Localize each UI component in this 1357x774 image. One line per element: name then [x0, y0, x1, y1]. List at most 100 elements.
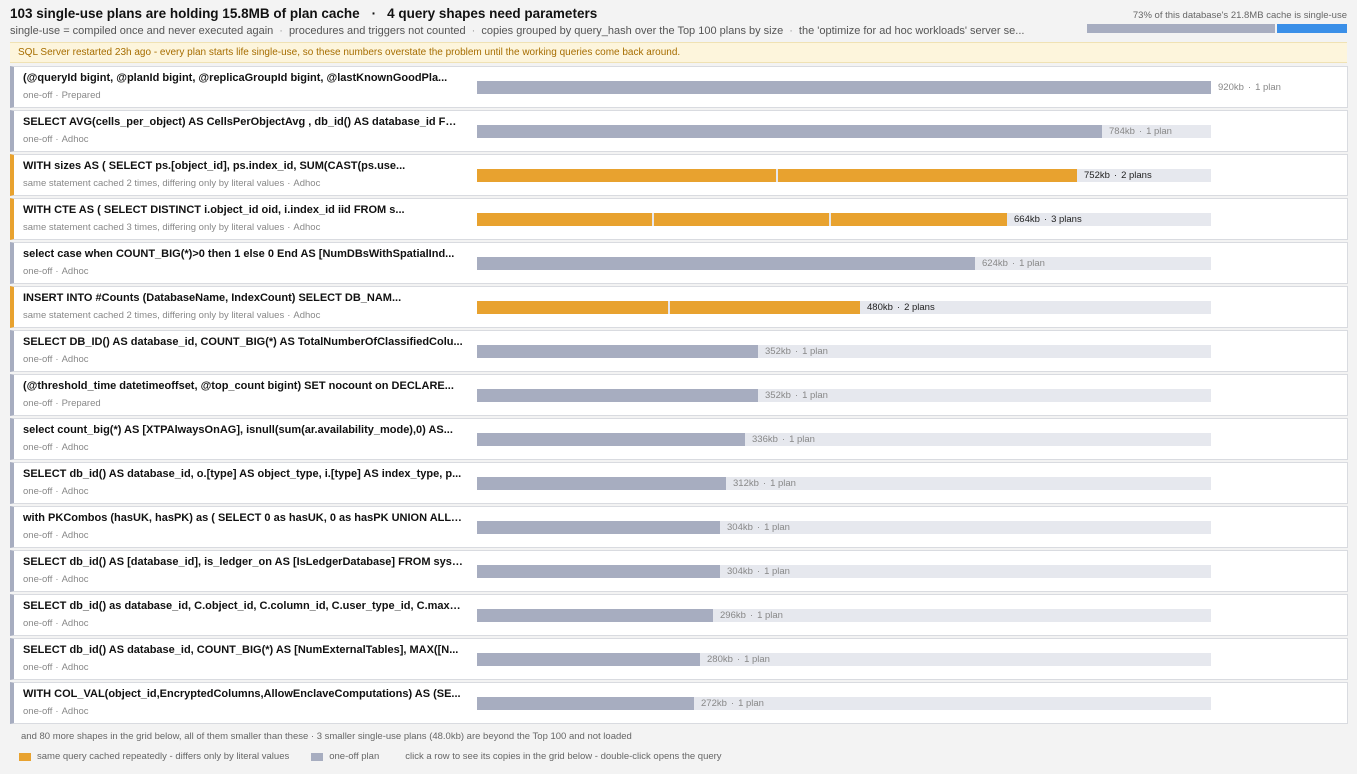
size-label: 272kb · 1 plan [701, 698, 764, 709]
size-kb: 304kb [727, 522, 753, 533]
query-text: SELECT db_id() AS database_id, o.[type] … [23, 468, 462, 480]
size-bar-track: 920kb · 1 plan [477, 81, 1281, 94]
query-meta-description: one-off [23, 398, 53, 409]
query-meta: one-off · Adhoc [23, 662, 89, 673]
size-bar [477, 345, 758, 358]
size-bar [477, 477, 726, 490]
plan-row[interactable]: WITH COL_VAL(object_id,EncryptedColumns,… [10, 682, 1348, 724]
size-label: 920kb · 1 plan [1218, 82, 1281, 93]
query-meta: one-off · Adhoc [23, 266, 89, 277]
plan-row[interactable]: SELECT db_id() AS database_id, o.[type] … [10, 462, 1348, 504]
query-meta-description: same statement cached 3 times, differing… [23, 222, 285, 233]
size-kb: 336kb [752, 434, 778, 445]
query-text: WITH COL_VAL(object_id,EncryptedColumns,… [23, 688, 461, 700]
plan-copy-segment [654, 213, 830, 226]
plan-count: 1 plan [744, 654, 770, 665]
size-kb: 352kb [765, 346, 791, 357]
plan-row[interactable]: (@threshold_time datetimeoffset, @top_co… [10, 374, 1348, 416]
subtitle-procedures: procedures and triggers not counted [288, 25, 466, 37]
query-meta-description: same statement cached 2 times, differing… [23, 178, 285, 189]
summary-header: 103 single-use plans are holding 15.8MB … [10, 5, 1347, 41]
query-object-type: Adhoc [293, 222, 321, 233]
query-meta-description: one-off [23, 530, 53, 541]
query-text: SELECT DB_ID() AS database_id, COUNT_BIG… [23, 336, 463, 348]
plan-copy-segment [477, 125, 1102, 138]
size-kb: 664kb [1014, 214, 1040, 225]
size-kb: 480kb [867, 302, 893, 313]
query-text: (@threshold_time datetimeoffset, @top_co… [23, 380, 454, 392]
subtitle-definition: single-use = compiled once and never exe… [10, 25, 274, 37]
plan-row[interactable]: SELECT db_id() AS database_id, COUNT_BIG… [10, 638, 1348, 680]
plan-count: 1 plan [802, 390, 828, 401]
size-bar [477, 521, 720, 534]
size-label: 752kb · 2 plans [1084, 170, 1152, 181]
plan-row[interactable]: SELECT db_id() as database_id, C.object_… [10, 594, 1348, 636]
query-object-type: Adhoc [61, 706, 89, 717]
size-kb: 752kb [1084, 170, 1110, 181]
query-text: SELECT db_id() as database_id, C.object_… [23, 600, 463, 612]
cache-share-bar [1087, 24, 1347, 33]
plan-copy-segment [477, 81, 1211, 94]
size-kb: 272kb [701, 698, 727, 709]
size-bar-track: 352kb · 1 plan [477, 389, 1211, 402]
size-label: 336kb · 1 plan [752, 434, 815, 445]
plan-row[interactable]: WITH sizes AS ( SELECT ps.[object_id], p… [10, 154, 1348, 196]
plan-count: 1 plan [789, 434, 815, 445]
legend-one-off-swatch [311, 752, 324, 761]
query-meta: one-off · Adhoc [23, 618, 89, 629]
size-kb: 784kb [1109, 126, 1135, 137]
query-meta: one-off · Adhoc [23, 706, 89, 717]
plan-copy-segment [477, 609, 713, 622]
plan-row[interactable]: SELECT db_id() AS [database_id], is_ledg… [10, 550, 1348, 592]
query-object-type: Adhoc [293, 178, 321, 189]
size-bar [477, 213, 1007, 226]
plan-row[interactable]: SELECT DB_ID() AS database_id, COUNT_BIG… [10, 330, 1348, 372]
size-bar [477, 697, 694, 710]
plan-count: 1 plan [1255, 82, 1281, 93]
plan-count: 1 plan [1146, 126, 1172, 137]
query-meta: one-off · Adhoc [23, 574, 89, 585]
plan-row[interactable]: with PKCombos (hasUK, hasPK) as ( SELECT… [10, 506, 1348, 548]
cache-share-label: 73% of this database's 21.8MB cache is s… [1132, 10, 1347, 21]
more-shapes-note: and 80 more shapes in the grid below, al… [21, 731, 632, 742]
plan-count: 1 plan [764, 522, 790, 533]
size-bar [477, 653, 700, 666]
plan-copy-segment [477, 565, 720, 578]
size-bar-track: 352kb · 1 plan [477, 345, 1211, 358]
legend-one-off: one-off plan [311, 751, 379, 762]
plan-count: 2 plans [1121, 170, 1152, 181]
plan-count: 1 plan [770, 478, 796, 489]
plan-copy-segment [477, 653, 700, 666]
plan-row[interactable]: SELECT AVG(cells_per_object) AS CellsPer… [10, 110, 1348, 152]
plan-count: 1 plan [802, 346, 828, 357]
plan-copy-segment [831, 213, 1007, 226]
interaction-hint: click a row to see its copies in the gri… [405, 751, 722, 762]
query-text: WITH CTE AS ( SELECT DISTINCT i.object_i… [23, 204, 405, 216]
plan-row[interactable]: INSERT INTO #Counts (DatabaseName, Index… [10, 286, 1348, 328]
query-object-type: Adhoc [61, 574, 89, 585]
size-label: 480kb · 2 plans [867, 302, 935, 313]
size-kb: 280kb [707, 654, 733, 665]
legend-repeat-swatch [19, 752, 31, 761]
size-bar [477, 257, 975, 270]
query-text: (@queryId bigint, @planId bigint, @repli… [23, 72, 448, 84]
size-bar [477, 81, 1211, 94]
plan-count: 1 plan [764, 566, 790, 577]
query-meta-description: one-off [23, 90, 53, 101]
plan-copy-segment [477, 169, 776, 182]
plan-count: 1 plan [757, 610, 783, 621]
size-bar [477, 301, 860, 314]
plan-count: 2 plans [904, 302, 935, 313]
query-text: SELECT AVG(cells_per_object) AS CellsPer… [23, 116, 463, 128]
plan-row[interactable]: (@queryId bigint, @planId bigint, @repli… [10, 66, 1348, 108]
plan-row[interactable]: select case when COUNT_BIG(*)>0 then 1 e… [10, 242, 1348, 284]
size-bar-track: 664kb · 3 plans [477, 213, 1211, 226]
plan-copy-segment [669, 301, 860, 314]
legend-repeat: same query cached repeatedly - differs o… [19, 751, 289, 762]
size-bar-track: 336kb · 1 plan [477, 433, 1211, 446]
size-bar [477, 389, 758, 402]
plan-count: 3 plans [1051, 214, 1082, 225]
plan-row[interactable]: WITH CTE AS ( SELECT DISTINCT i.object_i… [10, 198, 1348, 240]
size-label: 304kb · 1 plan [727, 522, 790, 533]
plan-row[interactable]: select count_big(*) AS [XTPAlwaysOnAG], … [10, 418, 1348, 460]
